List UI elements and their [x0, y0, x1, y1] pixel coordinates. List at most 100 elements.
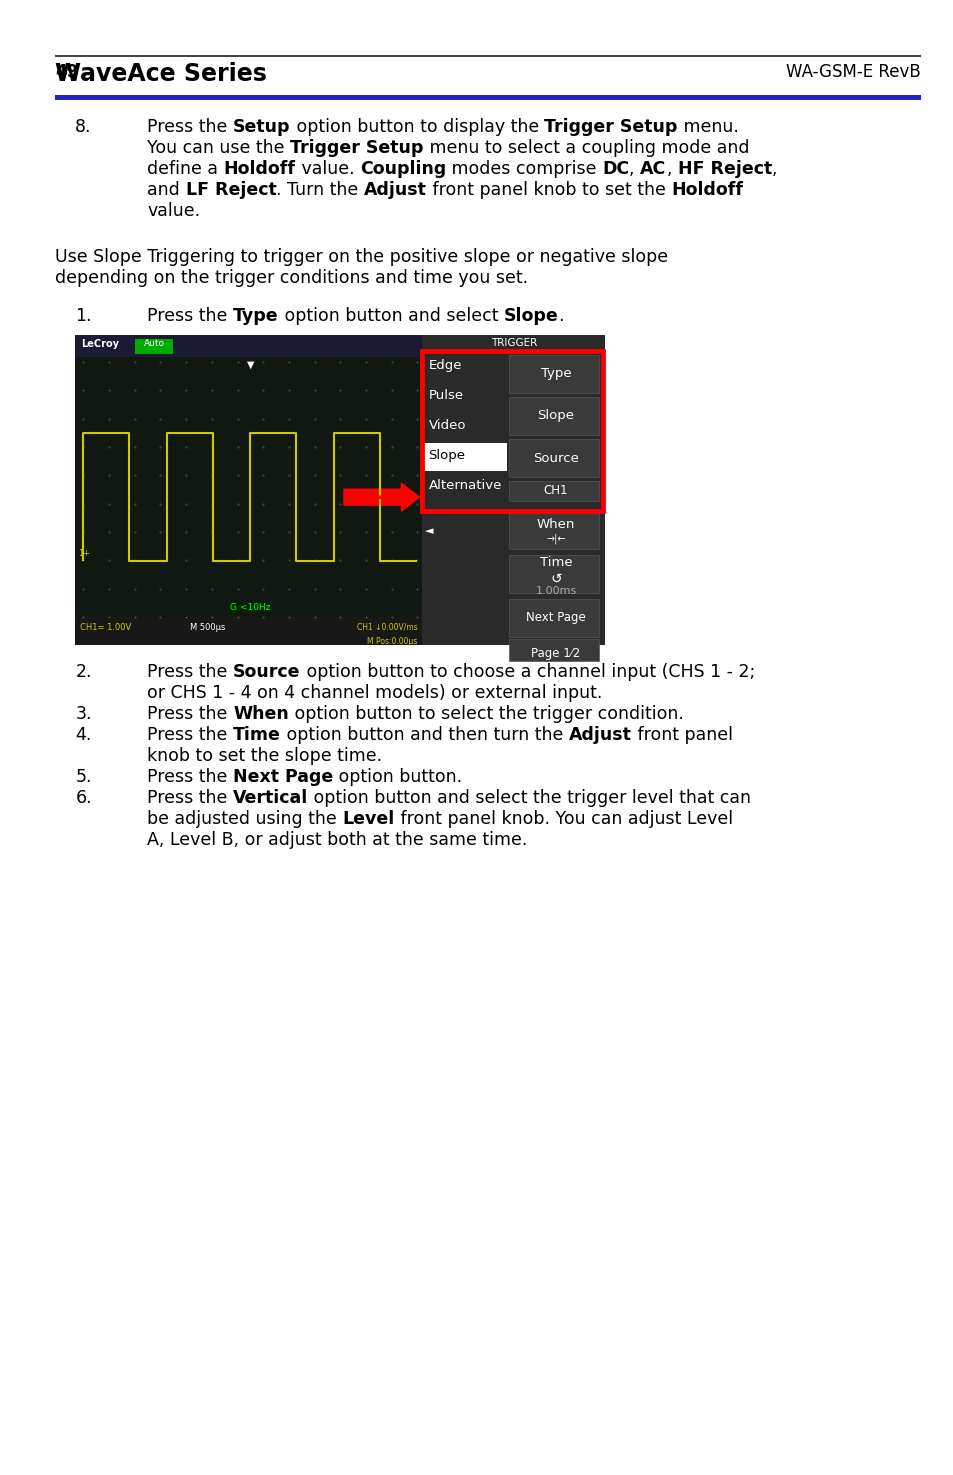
Text: Press the: Press the [147, 726, 233, 743]
Text: 4.: 4. [75, 726, 91, 743]
Text: Press the: Press the [147, 307, 233, 324]
Bar [75, 617, 422, 645]
Text: Trigger Setup: Trigger Setup [290, 139, 423, 156]
Text: M Pos:0.00μs: M Pos:0.00μs [367, 637, 417, 646]
Text: WA-GSM-E RevB: WA-GSM-E RevB [785, 63, 920, 81]
Text: 8.: 8. [75, 118, 91, 136]
Text: option button and then turn the: option button and then turn the [281, 726, 568, 743]
Bar [75, 335, 422, 357]
Bar [508, 510, 598, 549]
Text: and: and [147, 181, 186, 199]
Text: Adjust: Adjust [568, 726, 631, 743]
Text: Time: Time [233, 726, 281, 743]
Text: front panel knob to set the: front panel knob to set the [427, 181, 671, 199]
Text: option button to select the trigger condition.: option button to select the trigger cond… [289, 705, 683, 723]
Bar [508, 599, 598, 637]
Text: Holdoff: Holdoff [224, 159, 295, 178]
Text: Adjust: Adjust [364, 181, 427, 199]
Bar [75, 335, 422, 645]
Text: Coupling: Coupling [359, 159, 446, 178]
Text: Pulse: Pulse [428, 389, 463, 403]
Text: →|←: →|← [546, 534, 565, 544]
Text: or CHS 1 - 4 on 4 channel models) or external input.: or CHS 1 - 4 on 4 channel models) or ext… [147, 684, 602, 702]
Text: option button to choose a channel input (CHS 1 - 2;: option button to choose a channel input … [300, 662, 754, 681]
Text: WaveAce Series: WaveAce Series [55, 62, 267, 86]
Text: TRIGGER: TRIGGER [490, 338, 537, 348]
Text: Type: Type [540, 367, 571, 381]
Text: AC: AC [639, 159, 666, 178]
Text: 49: 49 [55, 63, 78, 81]
Text: Press the: Press the [147, 789, 233, 807]
Text: value.: value. [147, 202, 200, 220]
Text: menu.: menu. [678, 118, 738, 136]
Text: Auto: Auto [144, 339, 165, 348]
Text: CH1: CH1 [543, 484, 568, 497]
Bar [422, 335, 605, 645]
Text: Next Page: Next Page [525, 612, 585, 624]
Text: Vertical: Vertical [233, 789, 308, 807]
Text: You can use the: You can use the [147, 139, 290, 156]
Bar [508, 355, 598, 392]
Text: Source: Source [533, 451, 578, 465]
Text: 3.: 3. [75, 705, 91, 723]
Text: Page 1⁄2: Page 1⁄2 [531, 646, 580, 659]
Text: front panel knob. You can adjust Level: front panel knob. You can adjust Level [395, 810, 732, 827]
Bar [508, 555, 598, 593]
Text: When: When [233, 705, 289, 723]
Text: Edge: Edge [428, 358, 461, 372]
Text: When: When [537, 519, 575, 531]
Text: Source: Source [233, 662, 300, 681]
Text: Press the: Press the [147, 705, 233, 723]
Text: modes comprise: modes comprise [446, 159, 601, 178]
Text: Slope: Slope [537, 410, 574, 422]
Text: option button.: option button. [334, 768, 462, 786]
Text: Press the: Press the [147, 662, 233, 681]
Text: be adjusted using the: be adjusted using the [147, 810, 342, 827]
Text: value.: value. [295, 159, 359, 178]
Text: menu to select a coupling mode and: menu to select a coupling mode and [423, 139, 748, 156]
Text: Next Page: Next Page [233, 768, 334, 786]
Text: ↺: ↺ [550, 572, 561, 586]
Text: Use Slope Triggering to trigger on the positive slope or negative slope: Use Slope Triggering to trigger on the p… [55, 248, 668, 266]
Text: 1.00ms: 1.00ms [535, 586, 576, 596]
Text: HF Reject: HF Reject [677, 159, 771, 178]
Text: option button and select the trigger level that can: option button and select the trigger lev… [308, 789, 751, 807]
Text: Slope: Slope [503, 307, 558, 324]
Text: ,: , [771, 159, 777, 178]
Text: Press the: Press the [147, 118, 233, 136]
Text: M 500μs: M 500μs [190, 622, 225, 631]
Bar [422, 351, 602, 510]
Text: 2.: 2. [75, 662, 91, 681]
Text: ◄: ◄ [424, 527, 433, 535]
Bar [508, 440, 598, 476]
Bar [55, 94, 920, 100]
Text: knob to set the slope time.: knob to set the slope time. [147, 746, 382, 766]
Text: Press the: Press the [147, 768, 233, 786]
Text: G <10Hz: G <10Hz [230, 603, 271, 612]
FancyArrow shape [344, 484, 419, 512]
Bar [55, 55, 920, 58]
Text: option button to display the: option button to display the [291, 118, 544, 136]
Text: A, Level B, or adjust both at the same time.: A, Level B, or adjust both at the same t… [147, 830, 527, 850]
Text: Level: Level [342, 810, 395, 827]
Text: ▼: ▼ [247, 360, 253, 370]
Text: Video: Video [428, 419, 465, 432]
Text: ,: , [666, 159, 677, 178]
Text: 1.: 1. [75, 307, 91, 324]
Text: DC: DC [601, 159, 629, 178]
Text: Setup: Setup [233, 118, 291, 136]
Text: LeCroy: LeCroy [81, 339, 119, 350]
Bar [508, 481, 598, 502]
Bar [135, 339, 173, 354]
Text: 6.: 6. [75, 789, 91, 807]
Text: Holdoff: Holdoff [671, 181, 742, 199]
Text: 1+: 1+ [78, 549, 91, 558]
Text: Slope: Slope [428, 448, 465, 462]
Text: .: . [558, 307, 563, 324]
Text: define a: define a [147, 159, 224, 178]
Text: ,: , [629, 159, 639, 178]
Text: LF Reject: LF Reject [186, 181, 276, 199]
Text: option button and select: option button and select [278, 307, 503, 324]
Bar [508, 397, 598, 435]
Text: Alternative: Alternative [428, 479, 501, 493]
